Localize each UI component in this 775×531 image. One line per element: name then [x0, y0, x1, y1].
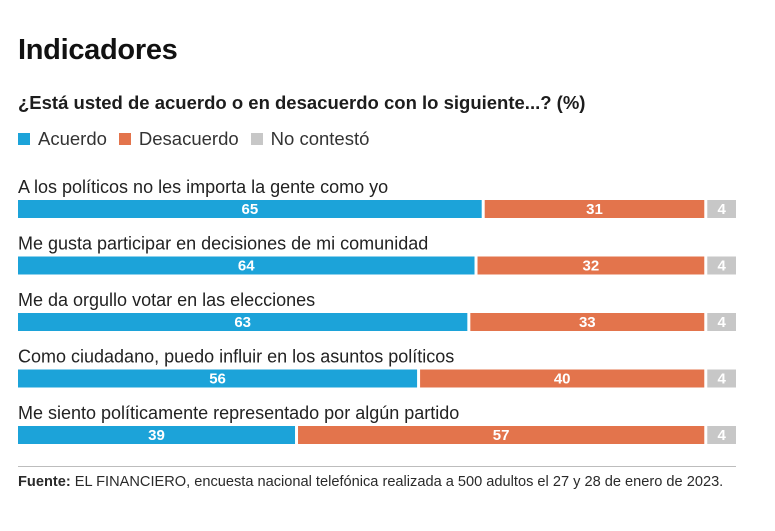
bar-value-label: 39: [148, 427, 165, 444]
bar-segment: [470, 313, 705, 331]
bar-value-label: 40: [554, 371, 571, 388]
category-label: Me siento políticamente representado por…: [18, 403, 459, 423]
bar-segment: [18, 313, 468, 331]
bar-segment: [298, 426, 705, 444]
bar-value-label: 31: [586, 201, 603, 218]
bar-value-label: 32: [583, 258, 600, 275]
bar-segment: [18, 200, 482, 218]
legend-item-acuerdo: Acuerdo: [18, 128, 107, 150]
bar-value-label: 56: [209, 371, 226, 388]
source-text: EL FINANCIERO, encuesta nacional telefón…: [70, 474, 724, 490]
bar-segment: [18, 256, 475, 275]
legend-swatch-no-contesto: [250, 133, 263, 145]
bar-segment: [477, 256, 705, 275]
footer-divider: [18, 466, 736, 467]
bar-segment: [18, 426, 296, 444]
bar-value-label: 33: [579, 314, 596, 331]
bar-value-label: 4: [717, 314, 726, 331]
bar-segment: [420, 369, 705, 388]
legend-item-desacuerdo: Desacuerdo: [118, 128, 239, 150]
bar-value-label: 4: [717, 258, 726, 275]
bar-segment: [707, 313, 736, 331]
source-label: Fuente:: [18, 474, 71, 490]
chart-title: Indicadores: [18, 34, 178, 66]
bar-value-label: 65: [242, 201, 259, 218]
legend-swatch-desacuerdo: [118, 133, 131, 145]
bar-segment: [484, 200, 705, 218]
bar-value-label: 4: [717, 371, 726, 388]
bar-segment: [707, 256, 736, 275]
category-label: Como ciudadano, puedo influir en los asu…: [18, 347, 454, 367]
legend-swatch-acuerdo: [18, 133, 30, 145]
bar-value-label: 4: [717, 201, 726, 218]
bar-segment: [707, 426, 736, 444]
chart-subtitle: ¿Está usted de acuerdo o en desacuerdo c…: [18, 92, 586, 113]
legend-label-no-contesto: No contestó: [270, 128, 370, 149]
bar-value-label: 63: [234, 314, 251, 331]
source-note: Fuente: EL FINANCIERO, encuesta nacional…: [18, 474, 723, 490]
bar-value-label: 4: [717, 427, 726, 444]
legend-label-desacuerdo: Desacuerdo: [138, 128, 239, 149]
legend: Acuerdo Desacuerdo No contestó: [18, 128, 381, 150]
bar-value-label: 64: [238, 258, 255, 275]
bar-segment: [707, 369, 736, 388]
category-label: Me gusta participar en decisiones de mi …: [18, 234, 428, 254]
category-label: Me da orgullo votar en las elecciones: [18, 290, 315, 310]
legend-label-acuerdo: Acuerdo: [38, 128, 107, 149]
bar-segment: [18, 369, 418, 388]
bar-segment: [707, 200, 736, 218]
category-label: A los políticos no les importa la gente …: [18, 177, 388, 197]
bar-value-label: 57: [493, 427, 510, 444]
legend-item-no-contesto: No contestó: [250, 128, 370, 150]
